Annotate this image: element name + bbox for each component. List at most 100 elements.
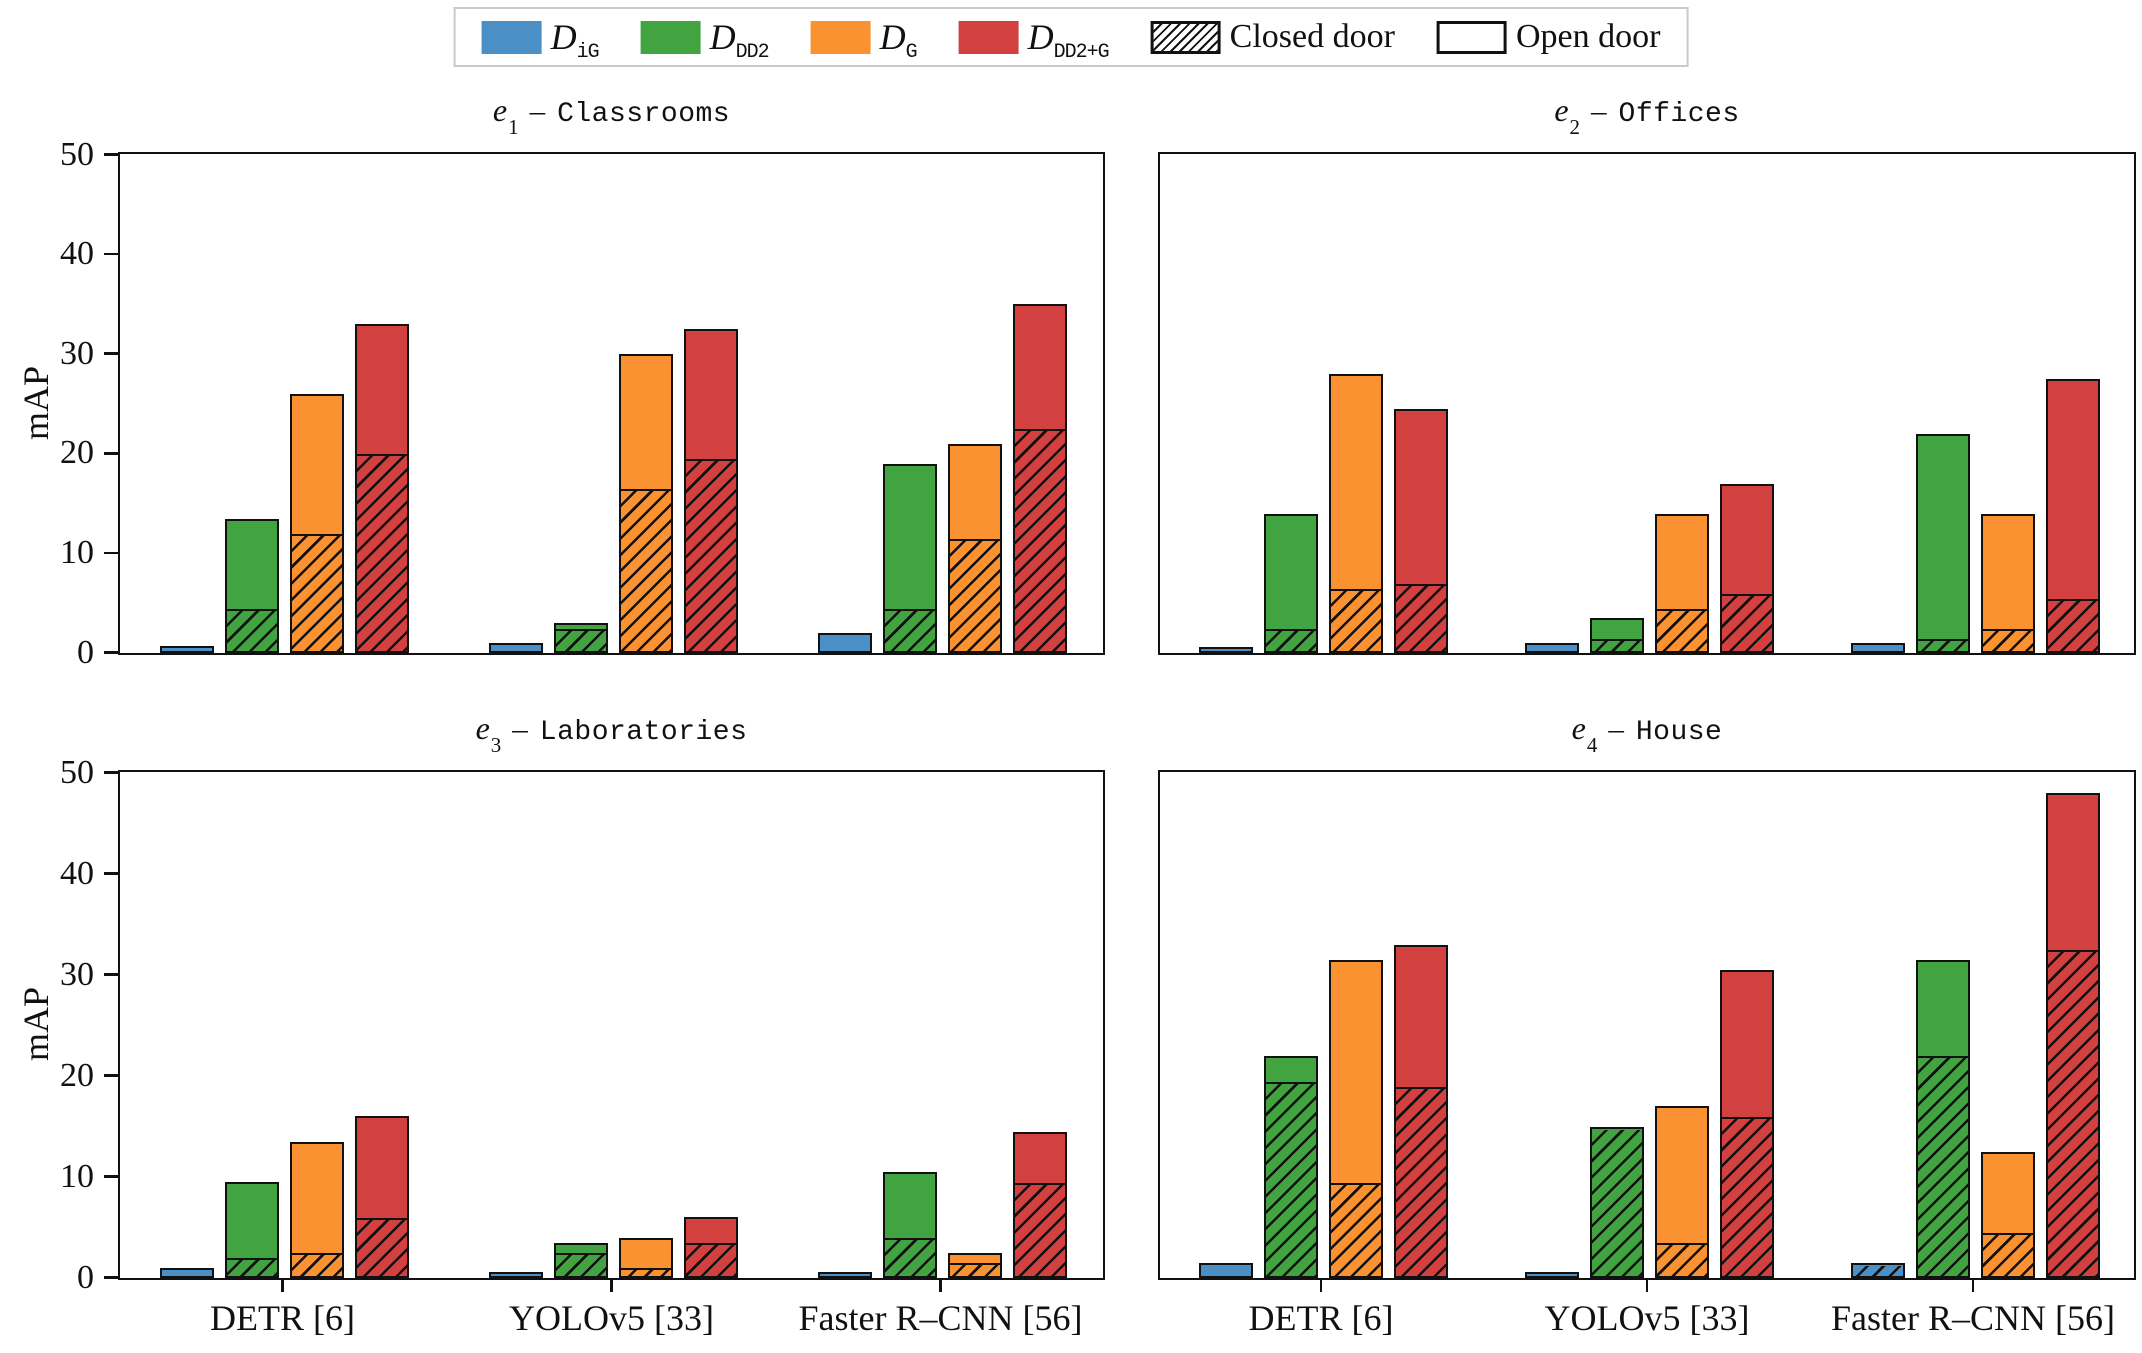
closed-door-segment — [950, 1263, 1000, 1276]
bar-e2-DETR [6]-D_G — [1328, 374, 1383, 653]
legend-item-DD2: DDD2 — [640, 16, 770, 64]
bar-e3-DETR [6]-D_DD2 — [225, 1182, 279, 1278]
title-environment-name: House — [1635, 717, 1723, 748]
legend-door-label: Closed door — [1229, 18, 1395, 55]
title-subscript: 2 — [1569, 115, 1581, 140]
closed-door-segment — [686, 459, 736, 651]
legend-item-iG: DiG — [481, 16, 600, 64]
x-tick — [610, 1280, 613, 1292]
legend-item-DD2+G: DDD2+G — [958, 16, 1110, 64]
legend-item-Closed door: Closed door — [1150, 18, 1395, 56]
x-tick-label: DETR [6] — [1248, 1298, 1394, 1338]
bar-group-e4-2 — [1524, 772, 1774, 1278]
closed-door-segment — [1721, 593, 1772, 651]
closed-door-segment — [2047, 598, 2098, 651]
legend-swatch-red — [958, 20, 1019, 54]
plot-area-e3 — [118, 770, 1105, 1280]
dataset-symbol: D — [879, 17, 906, 57]
x-tick-label: DETR [6] — [210, 1298, 355, 1338]
bar-e4-Faster R–CNN [56]-D_iG — [1850, 1262, 1905, 1278]
dataset-subscript: iG — [576, 41, 600, 64]
closed-door-segment — [1917, 1056, 1968, 1276]
dataset-subscript: G — [905, 41, 918, 64]
x-tick — [281, 1280, 284, 1292]
title-environment-name: Laboratories — [539, 717, 748, 748]
plot-area-e1 — [118, 152, 1105, 655]
title-variable: e — [492, 92, 508, 128]
bar-e4-YOLOv5 [33]-D_G — [1654, 1106, 1709, 1278]
title-separator: – — [512, 711, 528, 746]
bar-e3-Faster R–CNN [56]-D_DD2 — [883, 1172, 937, 1278]
closed-door-segment — [556, 628, 606, 651]
bar-e2-YOLOv5 [33]-D_iG — [1524, 643, 1579, 653]
closed-door-segment — [885, 1238, 935, 1276]
plot-area-e2 — [1158, 152, 2136, 655]
bar-e4-YOLOv5 [33]-D_iG — [1524, 1272, 1579, 1278]
bar-group-e1-3 — [818, 154, 1067, 653]
dataset-symbol: D — [1027, 17, 1054, 57]
y-tick-label: 40 — [60, 235, 94, 273]
y-tick — [104, 1175, 118, 1178]
bar-e3-DETR [6]-D_iG — [160, 1267, 214, 1278]
bar-e1-DETR [6]-D_DD2 — [225, 518, 279, 653]
bar-e4-YOLOv5 [33]-D_DD2+G — [1719, 970, 1774, 1278]
y-tick-label: 20 — [60, 434, 94, 472]
bar-e2-DETR [6]-D_DD2 — [1263, 513, 1318, 653]
y-tick — [104, 651, 118, 654]
x-tick-label: Faster R–CNN [56] — [798, 1298, 1083, 1338]
legend-dataset-label: DiG — [550, 16, 600, 64]
title-environment-name: Classrooms — [557, 99, 731, 130]
closed-door-segment — [621, 489, 671, 651]
subplot-title-e2: e2– Offices — [1158, 88, 2136, 139]
dataset-symbol: D — [550, 17, 577, 57]
closed-door-segment — [292, 1253, 342, 1276]
bar-e3-Faster R–CNN [56]-D_G — [948, 1252, 1002, 1278]
closed-door-segment — [1330, 588, 1381, 651]
bar-e4-DETR [6]-D_iG — [1198, 1262, 1253, 1278]
closed-door-segment — [1656, 608, 1707, 651]
legend-item-Open door: Open door — [1436, 18, 1660, 56]
bar-e3-DETR [6]-D_DD2+G — [355, 1116, 409, 1278]
subplot-title-e1: e1– Classrooms — [118, 88, 1105, 139]
bar-e4-DETR [6]-D_DD2 — [1263, 1055, 1318, 1278]
closed-door-segment — [1330, 1182, 1381, 1276]
closed-door-segment — [621, 1268, 671, 1276]
legend: DiG DDD2 DG DDD2+G Closed door Open door — [453, 7, 1689, 67]
bar-group-e3-3 — [818, 772, 1067, 1278]
closed-door-segment — [1721, 1116, 1772, 1276]
dataset-subscript: DD2+G — [1053, 41, 1110, 64]
y-tick-label: 0 — [77, 633, 94, 671]
y-tick-label: 50 — [60, 135, 94, 173]
bar-e1-Faster R–CNN [56]-D_DD2 — [883, 463, 937, 653]
closed-door-segment — [686, 1243, 736, 1276]
bar-e2-YOLOv5 [33]-D_DD2 — [1589, 618, 1644, 653]
bar-group-e2-3 — [1850, 154, 2100, 653]
title-separator: – — [1591, 93, 1607, 128]
closed-door-segment — [357, 454, 407, 651]
y-tick-label: 10 — [60, 533, 94, 571]
bar-e3-Faster R–CNN [56]-D_DD2+G — [1013, 1131, 1067, 1278]
bar-e1-YOLOv5 [33]-D_DD2+G — [684, 329, 738, 653]
bar-e2-DETR [6]-D_iG — [1198, 647, 1253, 653]
title-subscript: 4 — [1586, 733, 1598, 758]
closed-door-segment — [1015, 429, 1065, 651]
title-subscript: 1 — [508, 115, 519, 140]
closed-door-segment — [556, 1253, 606, 1276]
bar-e4-DETR [6]-D_G — [1328, 959, 1383, 1278]
bar-group-e1-1 — [160, 154, 409, 653]
bar-group-e3-2 — [489, 772, 738, 1278]
x-tick — [939, 1280, 942, 1292]
bar-e1-DETR [6]-D_DD2+G — [355, 324, 409, 653]
bar-group-e4-1 — [1198, 772, 1448, 1278]
x-tick — [1645, 1280, 1649, 1292]
closed-door-segment — [950, 538, 1000, 651]
legend-dataset-label: DDD2+G — [1027, 16, 1110, 64]
y-tick-label: 30 — [60, 334, 94, 372]
bar-e1-YOLOv5 [33]-D_iG — [489, 643, 543, 653]
y-tick — [104, 771, 118, 774]
y-tick — [104, 973, 118, 976]
bar-e1-YOLOv5 [33]-D_G — [619, 354, 673, 653]
bar-e3-YOLOv5 [33]-D_G — [619, 1237, 673, 1278]
title-environment-name: Offices — [1618, 99, 1740, 130]
legend-dataset-label: DDD2 — [710, 16, 770, 64]
